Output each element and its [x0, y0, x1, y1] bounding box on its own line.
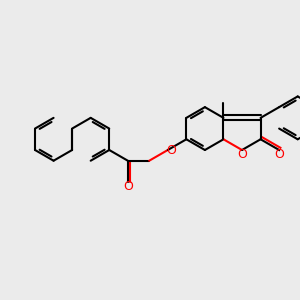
Text: O: O	[167, 143, 177, 157]
Text: O: O	[274, 148, 284, 161]
Text: O: O	[123, 179, 133, 193]
Text: O: O	[237, 148, 247, 161]
